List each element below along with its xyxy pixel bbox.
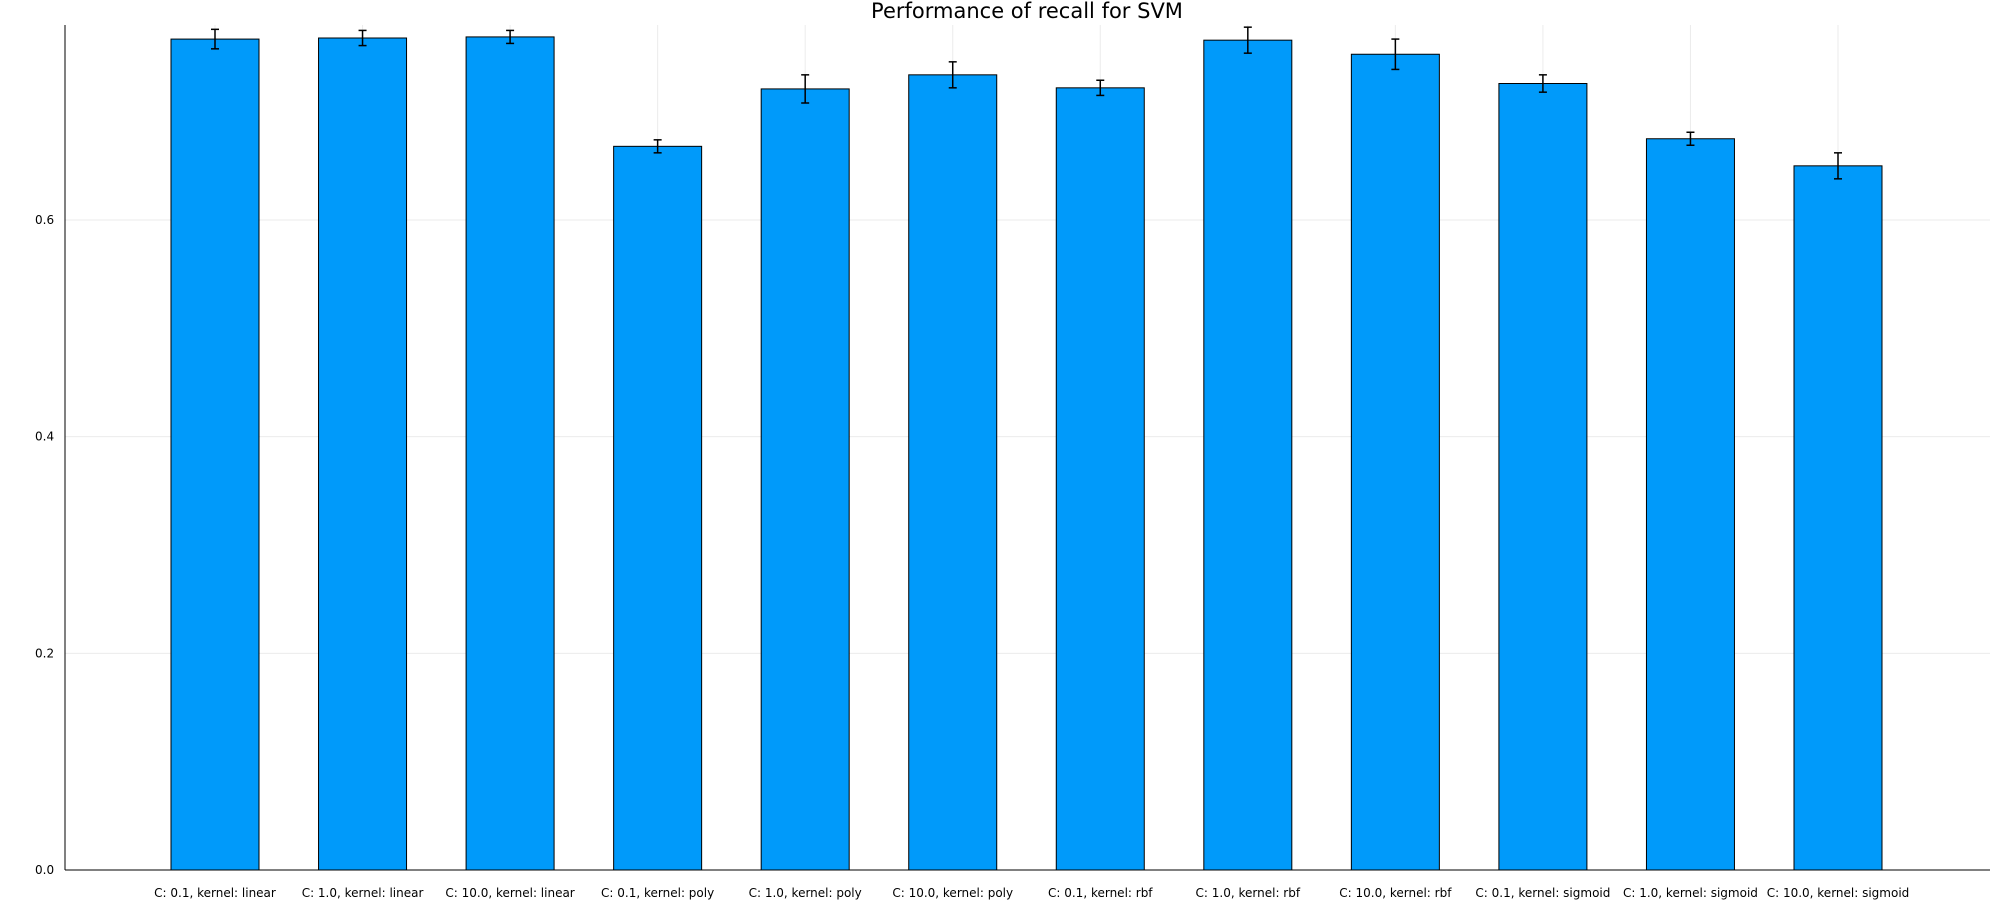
bar [1203,39,1293,871]
chart-title: Performance of recall for SVM [871,0,1183,23]
x-tick-label: C: 1.0, kernel: linear [302,886,424,900]
x-tick-label: C: 10.0, kernel: linear [445,886,574,900]
bar [760,88,850,871]
x-tick-label: C: 1.0, kernel: rbf [1196,886,1301,900]
bar [1645,138,1735,871]
bar [1350,53,1440,871]
bar [465,36,555,871]
x-tick-label: C: 0.1, kernel: poly [601,886,714,900]
x-tick-label: C: 1.0, kernel: sigmoid [1623,886,1758,900]
bar [318,37,408,871]
bar [1055,87,1145,871]
x-tick-label: C: 1.0, kernel: poly [749,886,862,900]
x-tick-labels: C: 0.1, kernel: linear C: 1.0, kernel: li… [154,886,1909,900]
y-tick-label: 0.4 [35,430,54,444]
error-bars [211,26,1842,180]
x-tick-label: C: 10.0, kernel: sigmoid [1767,886,1910,900]
bar [613,145,703,871]
bars [170,36,1883,871]
bar [908,74,998,871]
y-tick-labels: 0.0 0.2 0.4 0.6 [35,213,54,877]
bar [1793,165,1883,871]
x-tick-label: C: 10.0, kernel: rbf [1339,886,1452,900]
x-tick-label: C: 0.1, kernel: rbf [1048,886,1153,900]
bar [1498,83,1588,871]
x-tick-label: C: 0.1, kernel: linear [154,886,276,900]
x-tick-label: C: 10.0, kernel: poly [892,886,1013,900]
y-tick-label: 0.0 [35,863,54,877]
y-tick-label: 0.6 [35,213,54,227]
x-tick-label: C: 0.1, kernel: sigmoid [1475,886,1610,900]
bar [170,38,260,871]
axes [64,25,1990,871]
y-tick-label: 0.2 [35,646,54,660]
